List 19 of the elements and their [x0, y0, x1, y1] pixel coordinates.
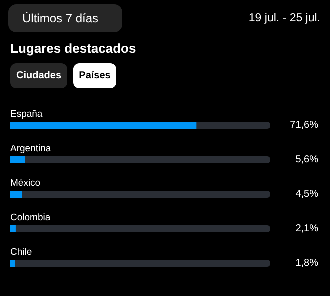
data-label: 4,5% [296, 189, 319, 200]
y-tick-label: España [10, 109, 44, 120]
bar [10, 226, 16, 232]
text: Ciudades [16, 70, 62, 82]
bar [10, 260, 16, 267]
text: 19 jul. - 25 jul. [248, 12, 321, 24]
y-tick-label: México [10, 178, 41, 189]
chart-title: Lugares destacados [10, 41, 136, 56]
bar [10, 191, 22, 198]
data-label: 1,8% [296, 258, 319, 269]
data-label: 2,1% [296, 224, 319, 234]
data-label: 5,6% [296, 154, 319, 166]
bar [10, 156, 26, 164]
y-tick-label: Chile [10, 247, 32, 258]
text: Últimos 7 días [22, 12, 99, 26]
y-tick-label: Colombia [10, 212, 52, 224]
text: Países [79, 70, 112, 82]
y-tick-label: Argentina [10, 144, 52, 154]
data-label: 71,6% [290, 120, 319, 131]
